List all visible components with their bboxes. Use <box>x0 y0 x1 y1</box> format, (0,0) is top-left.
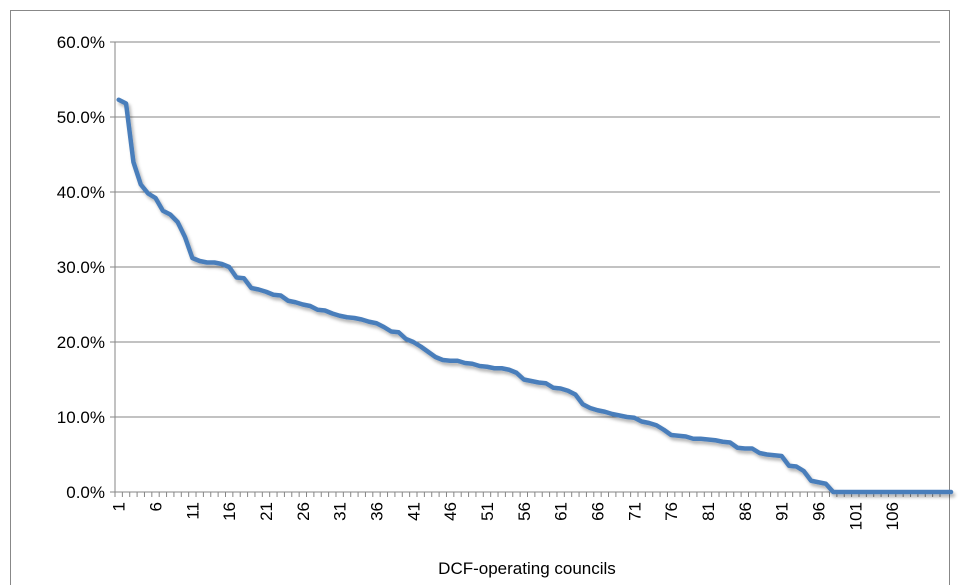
chart-border <box>10 10 950 585</box>
x-tick-label: 81 <box>699 502 718 521</box>
x-tick-label: 86 <box>736 502 755 521</box>
x-tick-label: 26 <box>294 502 313 521</box>
y-tick-label: 0.0% <box>66 483 105 502</box>
x-tick-label: 6 <box>147 502 166 511</box>
x-tick-label: 46 <box>441 502 460 521</box>
x-tick-label: 51 <box>478 502 497 521</box>
x-tick-label: 76 <box>662 502 681 521</box>
x-tick-label: 36 <box>367 502 386 521</box>
y-tick-label: 60.0% <box>57 33 105 52</box>
x-tick-label: 106 <box>883 502 902 530</box>
x-axis-label: DCF-operating councils <box>438 559 616 578</box>
x-tick-label: 16 <box>220 502 239 521</box>
y-tick-label: 50.0% <box>57 108 105 127</box>
x-tick-label: 101 <box>846 502 865 530</box>
y-tick-label: 40.0% <box>57 183 105 202</box>
y-tick-label: 10.0% <box>57 408 105 427</box>
x-tick-label: 66 <box>588 502 607 521</box>
x-tick-label: 56 <box>515 502 534 521</box>
x-tick-label: 11 <box>183 502 202 520</box>
x-tick-label: 21 <box>257 502 276 521</box>
y-tick-label: 30.0% <box>57 258 105 277</box>
x-tick-label: 91 <box>773 502 792 521</box>
y-tick-label: 20.0% <box>57 333 105 352</box>
x-tick-label: 41 <box>404 502 423 521</box>
x-tick-label: 71 <box>625 502 644 521</box>
x-tick-label: 96 <box>809 502 828 521</box>
data-line <box>116 97 954 495</box>
x-tick-label: 31 <box>331 502 350 521</box>
x-tick-label: 61 <box>552 502 571 521</box>
x-tick-label: 1 <box>110 502 129 511</box>
